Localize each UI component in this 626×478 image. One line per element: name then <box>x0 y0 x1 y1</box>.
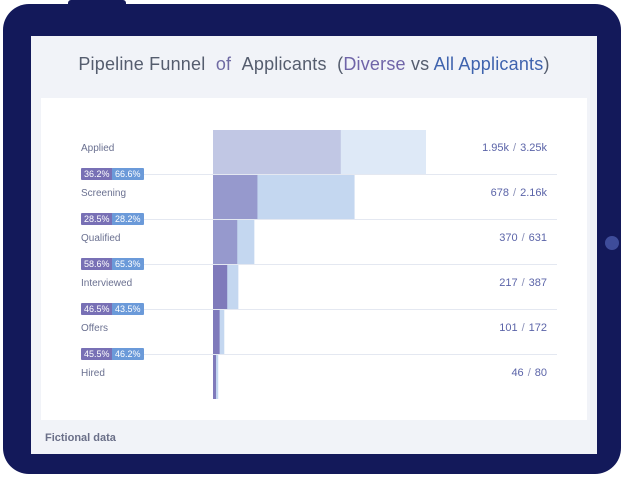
bar-diverse-offers <box>213 310 220 354</box>
stage-label-applied: Applied <box>81 143 115 154</box>
count-diverse-qualified: 370 <box>499 232 518 244</box>
count-all-applied: 3.25k <box>520 142 547 154</box>
count-hired: 46/80 <box>511 367 547 379</box>
tablet-home-button <box>605 236 619 250</box>
count-separator: / <box>513 187 517 199</box>
count-separator: / <box>521 277 525 289</box>
count-interviewed: 217/387 <box>499 277 547 289</box>
count-diverse-offers: 101 <box>499 322 518 334</box>
footnote: Fictional data <box>45 432 116 444</box>
title-of: of <box>215 54 232 74</box>
count-separator: / <box>521 232 525 244</box>
tablet-screen: Pipeline Funnel of Applicants (Diverse v… <box>31 36 597 454</box>
row-divider <box>83 264 557 265</box>
title-diverse: Diverse <box>343 54 406 74</box>
bar-diverse-screening <box>213 175 258 219</box>
bar-diverse-interviewed <box>213 265 228 309</box>
bar-diverse-qualified <box>213 220 238 264</box>
chart-title: Pipeline Funnel of Applicants (Diverse v… <box>31 54 597 75</box>
row-divider <box>83 309 557 310</box>
count-diverse-screening: 678 <box>490 187 510 199</box>
conversion-badge-all-applied: 66.6% <box>112 168 144 180</box>
title-subject: Applicants <box>241 54 327 74</box>
stage-label-offers: Offers <box>81 323 109 334</box>
conversion-badge-all-interviewed: 43.5% <box>112 303 144 315</box>
count-all-screening: 2.16k <box>520 187 547 199</box>
row-divider <box>83 219 557 220</box>
title-all: All Applicants <box>433 54 544 74</box>
chart-card: Applied 1.95k/3.25k 36.2% 66.6% Screening 678… <box>41 98 587 420</box>
count-separator: / <box>527 367 531 379</box>
title-vs: vs <box>410 54 430 74</box>
title-main: Pipeline Funnel <box>78 54 206 74</box>
count-diverse-applied: 1.95k <box>482 142 510 154</box>
count-diverse-interviewed: 217 <box>499 277 518 289</box>
stage-label-screening: Screening <box>81 188 127 199</box>
conversion-badge-diverse-offers: 45.5% <box>81 348 113 360</box>
count-all-qualified: 631 <box>528 232 547 244</box>
title-open-paren: ( <box>337 54 344 74</box>
row-divider <box>83 174 557 175</box>
count-screening: 678/2.16k <box>491 187 547 199</box>
count-offers: 101/172 <box>499 322 547 334</box>
conversion-badge-diverse-screening: 28.5% <box>81 213 113 225</box>
tablet-top-button <box>68 0 126 6</box>
conversion-badge-diverse-qualified: 58.6% <box>81 258 113 270</box>
conversion-badge-diverse-applied: 36.2% <box>81 168 113 180</box>
conversion-badge-all-screening: 28.2% <box>112 213 144 225</box>
conversion-badge-diverse-interviewed: 46.5% <box>81 303 113 315</box>
bar-all-applied <box>213 130 426 174</box>
title-close-paren: ) <box>543 54 550 74</box>
stage-label-interviewed: Interviewed <box>81 278 133 289</box>
bar-diverse-applied <box>213 130 341 174</box>
count-all-interviewed: 387 <box>528 277 547 289</box>
tablet-frame: Pipeline Funnel of Applicants (Diverse v… <box>3 4 621 474</box>
row-divider <box>83 354 557 355</box>
conversion-badge-all-qualified: 65.3% <box>112 258 144 270</box>
count-separator: / <box>513 142 517 154</box>
conversion-badge-all-offers: 46.2% <box>112 348 144 360</box>
count-all-hired: 80 <box>534 367 547 379</box>
count-qualified: 370/631 <box>499 232 547 244</box>
funnel-plot <box>213 130 426 399</box>
stage-label-hired: Hired <box>81 368 105 379</box>
bar-diverse-hired <box>213 355 217 399</box>
stage-label-qualified: Qualified <box>81 233 121 244</box>
count-separator: / <box>521 322 525 334</box>
count-all-offers: 172 <box>528 322 547 334</box>
count-applied: 1.95k/3.25k <box>482 142 547 154</box>
count-diverse-hired: 46 <box>511 367 524 379</box>
